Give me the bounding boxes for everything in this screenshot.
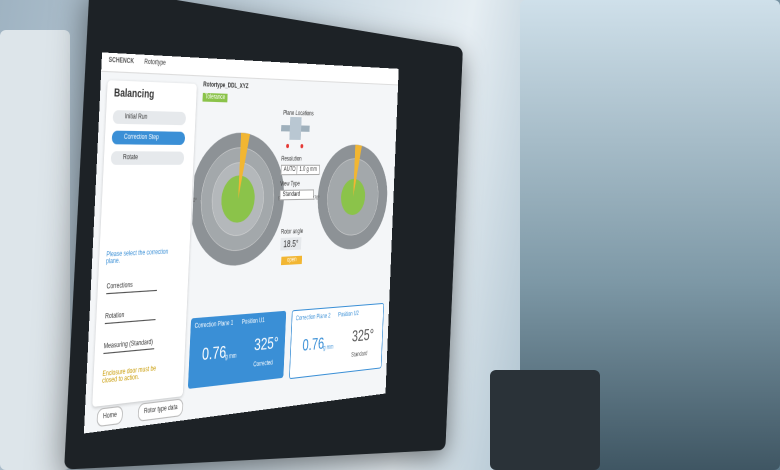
plane-amount: 0.76 (201, 343, 227, 365)
plane-amount: 0.76 (302, 335, 325, 355)
dial-ring (315, 144, 390, 251)
field[interactable]: Corrections (106, 280, 158, 295)
label: Resolution (281, 156, 302, 163)
dial-ring (210, 163, 265, 237)
plane-position: Position U1 (241, 317, 265, 327)
logo: SCHENCK (108, 57, 135, 66)
dial-zone (220, 175, 256, 224)
plane-angle: 325° (351, 326, 375, 346)
plane-angle: 325° (253, 334, 279, 355)
section: Rotortype (144, 59, 166, 68)
screen: SCHENCK Rotortype Balancing Initial Run … (83, 52, 399, 434)
plane-status: Corrected (253, 360, 273, 369)
label: View Type (280, 181, 300, 188)
plane-title: Correction Plane 1 (194, 320, 234, 331)
pen-holder (490, 370, 600, 470)
angle-value: 18.5° (280, 237, 302, 251)
prompt: Please select the correction plane. (105, 249, 169, 266)
label: Rotor angle (280, 228, 304, 236)
label: Plane Locations (283, 110, 314, 118)
left-monitor (0, 30, 70, 470)
sidebar-title: Balancing (113, 87, 155, 102)
warning: Enclosure door must be closed to action. (101, 365, 157, 386)
step[interactable]: Rotate (110, 151, 185, 165)
plane-panel[interactable]: Correction Plane 1 Position U1 0.76 g mm… (187, 310, 287, 389)
plane-panel[interactable]: Correction Plane 2 Position U2 0.76 g mm… (289, 302, 385, 380)
view-select[interactable]: Standard (279, 189, 315, 201)
sidebar: Balancing Initial Run Correction Step Ro… (92, 80, 197, 408)
resolution-value[interactable]: 1.0 g mm (296, 164, 320, 176)
home-button[interactable]: Home (96, 405, 124, 428)
step[interactable]: Initial Run (112, 110, 187, 126)
rotor-name: Rotortype_DDL_XYZ (203, 81, 249, 91)
plane-position: Position U2 (338, 310, 359, 319)
field[interactable]: Measuring (Standard) (103, 339, 155, 355)
dial: 270° 90° (188, 131, 287, 269)
rotor-data-button[interactable]: Rotor type data (137, 398, 184, 422)
rotor-icon (281, 116, 310, 149)
plane-unit: g mm (323, 344, 334, 352)
dial-label: 270° (188, 198, 196, 205)
field[interactable]: Rotation (104, 310, 156, 325)
plane-unit: g mm (224, 353, 237, 361)
dial-label: 270° (312, 196, 319, 202)
open-button[interactable]: open (281, 255, 303, 266)
step[interactable]: Correction Step (111, 130, 186, 146)
plane-title: Correction Plane 2 (295, 313, 331, 323)
dials: 270° 90° 270° (188, 116, 390, 269)
dial: 270° (312, 144, 390, 251)
plane-status: Standard (351, 351, 368, 359)
